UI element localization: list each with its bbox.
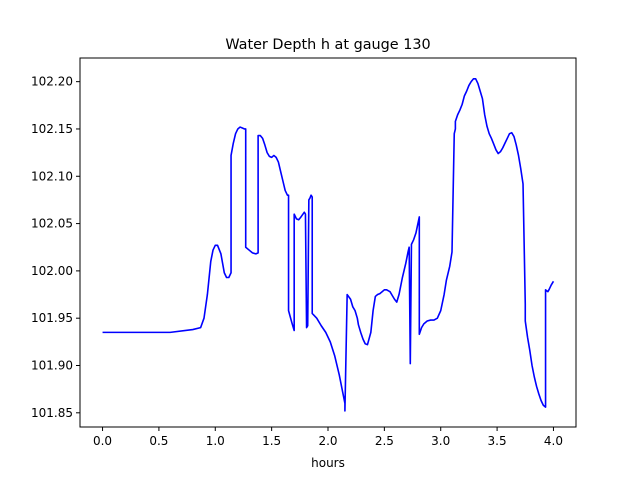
- x-tick-label: 1.5: [262, 434, 281, 448]
- y-tick-label: 102.20: [31, 75, 73, 89]
- x-tick-label: 4.0: [544, 434, 563, 448]
- x-tick-label: 3.5: [488, 434, 507, 448]
- x-tick-label: 2.0: [318, 434, 337, 448]
- chart-title: Water Depth h at gauge 130: [225, 37, 430, 53]
- y-axis-ticks: 101.85 101.90 101.95 102.00 102.05 102.10 102.…: [31, 75, 80, 420]
- x-tick-label: 2.5: [375, 434, 394, 448]
- x-tick-label: 0.0: [93, 434, 112, 448]
- plot-frame: [79, 57, 577, 428]
- y-tick-label: 102.15: [31, 122, 73, 136]
- y-tick-label: 101.90: [31, 359, 73, 373]
- x-tick-label: 0.5: [149, 434, 168, 448]
- x-axis-label: hours: [311, 456, 345, 470]
- y-tick-label: 102.10: [31, 169, 73, 183]
- y-tick-label: 102.00: [31, 264, 73, 278]
- y-tick-label: 101.85: [31, 406, 73, 420]
- y-tick-label: 102.05: [31, 217, 73, 231]
- x-tick-label: 3.0: [431, 434, 450, 448]
- plot-area: [80, 58, 576, 427]
- x-axis-ticks: 0.0 0.5 1.0 1.5 2.0 2.5 3.0 3.5 4.0: [93, 427, 563, 448]
- plot-background: [80, 58, 576, 427]
- series-line: [102, 78, 555, 412]
- y-tick-label: 101.95: [31, 311, 73, 325]
- x-tick-label: 1.0: [206, 434, 225, 448]
